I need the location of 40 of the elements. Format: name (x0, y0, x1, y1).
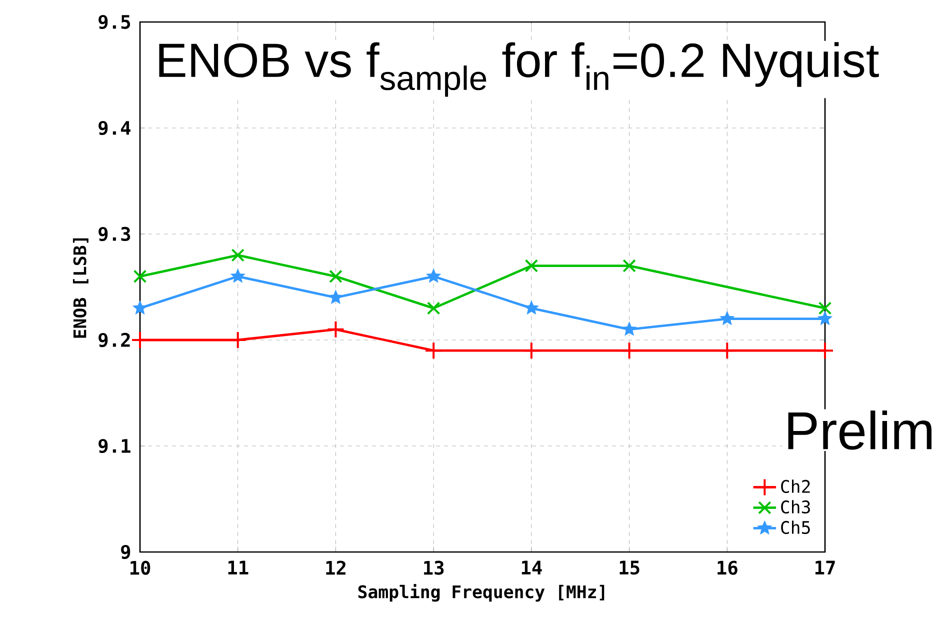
point (133, 270, 147, 284)
x-axis-title: Sampling Frequency [MHz] (358, 584, 604, 602)
point (620, 342, 638, 360)
y-tick-label: 9.4 (98, 120, 130, 136)
point (329, 270, 342, 284)
point (816, 342, 834, 360)
legend-label: Ch2 (781, 480, 810, 494)
point (522, 342, 540, 360)
x-tick-label: 12 (326, 560, 346, 575)
x-tick-label: 15 (620, 560, 640, 575)
point (424, 342, 443, 360)
point (720, 310, 735, 326)
chart-title: ENOB vs f$_{sample}$ for f$_{in}$=0.2 Nyquist (159, 42, 879, 97)
x-tick-label: 11 (228, 560, 248, 574)
y-tick-label: 9.1 (98, 438, 130, 454)
y-tick-label: 9.2 (98, 332, 130, 348)
legend-label: Ch3 (781, 500, 810, 514)
point (718, 342, 736, 360)
point (818, 302, 832, 315)
point (426, 268, 442, 283)
point (817, 310, 833, 326)
annotation: Prelim (788, 410, 932, 450)
y-tick-label: 9 (121, 544, 130, 560)
y-tick-label: 9.5 (98, 14, 130, 30)
point (328, 290, 344, 304)
legend-label: Ch5 (781, 520, 810, 534)
y-tick-label: 9.3 (98, 226, 130, 242)
point (524, 259, 538, 272)
point (622, 259, 636, 272)
point (230, 268, 246, 283)
x-tick-label: 17 (815, 560, 835, 574)
x-tick-label: 13 (424, 560, 444, 575)
x-tick-label: 10 (130, 560, 150, 575)
x-tick-label: 16 (718, 560, 738, 575)
y-axis-title: ENOB [LSB] (72, 238, 88, 338)
x-tick-label: 14 (522, 560, 542, 574)
point (622, 321, 637, 336)
point (231, 248, 245, 262)
point (326, 320, 345, 338)
point (426, 302, 440, 315)
